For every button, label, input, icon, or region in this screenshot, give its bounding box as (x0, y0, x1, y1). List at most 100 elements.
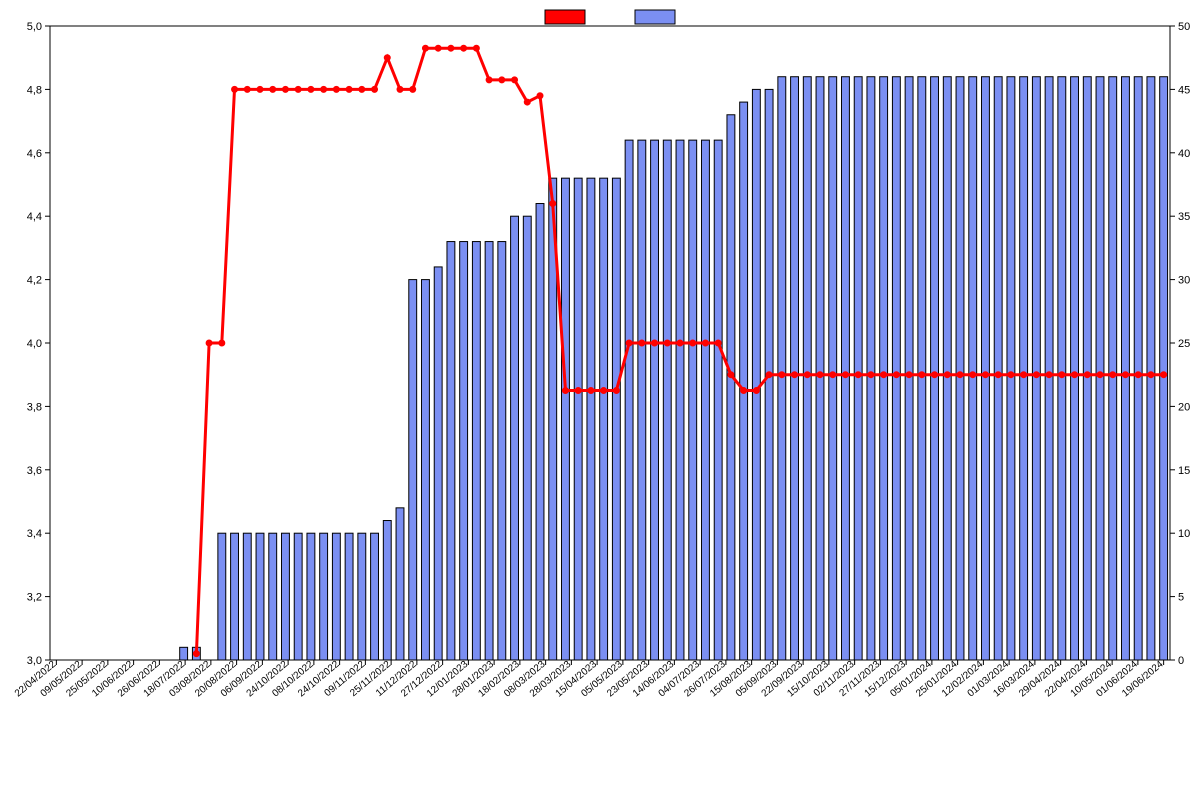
bar (791, 77, 799, 660)
line-marker (677, 340, 683, 346)
bar (180, 647, 188, 660)
bar (587, 178, 595, 660)
bar (714, 140, 722, 660)
line-marker (1161, 372, 1167, 378)
line-marker (881, 372, 887, 378)
line-marker (626, 340, 632, 346)
yticklabel-right: 10 (1178, 528, 1190, 540)
bar (612, 178, 620, 660)
line-marker (639, 340, 645, 346)
line-marker (448, 45, 454, 51)
bar (994, 77, 1002, 660)
bar (600, 178, 608, 660)
bar (892, 77, 900, 660)
bar (727, 115, 735, 660)
line-marker (970, 372, 976, 378)
line-marker (613, 388, 619, 394)
bar (1096, 77, 1104, 660)
line-marker (524, 99, 530, 105)
line-marker (397, 86, 403, 92)
line-marker (957, 372, 963, 378)
line-marker (550, 201, 556, 207)
bar (536, 204, 544, 660)
line-marker (486, 77, 492, 83)
bar (625, 140, 633, 660)
yticklabel-left: 5,0 (27, 21, 42, 33)
yticklabel-left: 4,2 (27, 275, 42, 287)
line-marker (906, 372, 912, 378)
bar (447, 242, 455, 660)
bar (982, 77, 990, 660)
bar (638, 140, 646, 660)
line-marker (1072, 372, 1078, 378)
line-marker (1110, 372, 1116, 378)
bar (218, 533, 226, 660)
bar (663, 140, 671, 660)
line-marker (384, 55, 390, 61)
bar (778, 77, 786, 660)
bar (345, 533, 353, 660)
bar (256, 533, 264, 660)
bar (842, 77, 850, 660)
bar (1147, 77, 1155, 660)
bar (460, 242, 468, 660)
chart-container: 3,03,23,43,63,84,04,24,44,64,85,00510152… (0, 0, 1200, 800)
bar (931, 77, 939, 660)
bar (740, 102, 748, 660)
bar (422, 280, 430, 660)
combo-chart: 3,03,23,43,63,84,04,24,44,64,85,00510152… (0, 0, 1200, 800)
bar (472, 242, 480, 660)
bar (1020, 77, 1028, 660)
bar (574, 178, 582, 660)
yticklabel-left: 3,8 (27, 401, 42, 413)
bar (867, 77, 875, 660)
yticklabel-left: 4,0 (27, 338, 42, 350)
bar (816, 77, 824, 660)
bar (829, 77, 837, 660)
bar (1032, 77, 1040, 660)
line-marker (1008, 372, 1014, 378)
line-marker (652, 340, 658, 346)
bar (282, 533, 290, 660)
line-marker (868, 372, 874, 378)
bar (320, 533, 328, 660)
bar (1007, 77, 1015, 660)
line-marker (461, 45, 467, 51)
line-marker (919, 372, 925, 378)
line-marker (473, 45, 479, 51)
line-marker (232, 86, 238, 92)
line-marker (690, 340, 696, 346)
bar (918, 77, 926, 660)
yticklabel-right: 15 (1178, 465, 1190, 477)
bar (1134, 77, 1142, 660)
line-marker (982, 372, 988, 378)
line-marker (499, 77, 505, 83)
line-marker (842, 372, 848, 378)
line-marker (244, 86, 250, 92)
bar (880, 77, 888, 660)
yticklabel-left: 3,0 (27, 655, 42, 667)
bar (651, 140, 659, 660)
line-marker (995, 372, 1001, 378)
bar (702, 140, 710, 660)
bar (854, 77, 862, 660)
bar (956, 77, 964, 660)
yticklabel-left: 4,6 (27, 148, 42, 160)
line-marker (422, 45, 428, 51)
line-marker (410, 86, 416, 92)
bar (1071, 77, 1079, 660)
line-marker (1033, 372, 1039, 378)
line-marker (601, 388, 607, 394)
line-marker (792, 372, 798, 378)
bar (511, 216, 519, 660)
yticklabel-left: 4,8 (27, 84, 42, 96)
yticklabel-right: 5 (1178, 592, 1184, 604)
bar (307, 533, 315, 660)
legend-swatch (635, 10, 675, 24)
bar (409, 280, 417, 660)
line-marker (206, 340, 212, 346)
bar (434, 267, 442, 660)
line-marker (537, 93, 543, 99)
line-marker (372, 86, 378, 92)
line-marker (1059, 372, 1065, 378)
